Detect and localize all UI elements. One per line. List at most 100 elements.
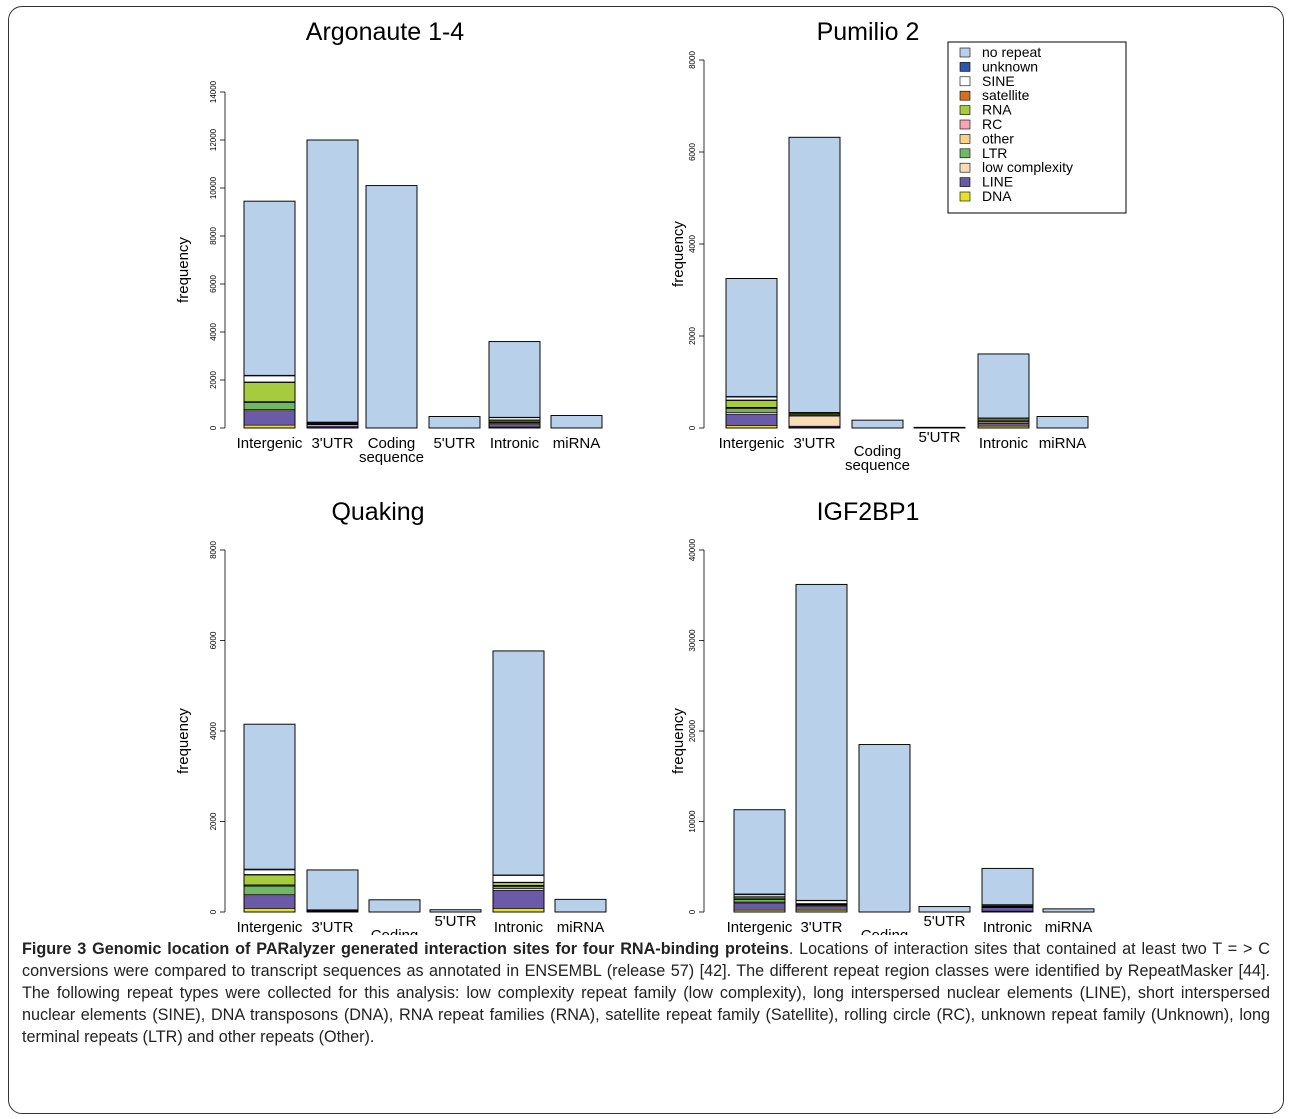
bar-stack — [428, 416, 481, 429]
chart-panel-2: Pumilio 2 0 2000 4000 6000 8000 frequency Inter… — [670, 18, 1089, 474]
legend-label: unknown — [982, 58, 1038, 74]
figure-frame — [8, 6, 1284, 1114]
legend-swatch — [959, 191, 971, 202]
y-tick-label: 4000 — [688, 235, 697, 253]
bar-segment — [725, 396, 778, 401]
y-tick-label: 4000 — [209, 323, 218, 341]
bar-segment — [725, 408, 778, 413]
bar-segment — [492, 908, 545, 913]
bar-outline — [851, 419, 904, 429]
bar-segment — [858, 744, 911, 913]
chart-title: Quaking — [331, 498, 424, 526]
x-category-label-line: 3'UTR — [311, 435, 353, 452]
legend-swatch — [959, 134, 971, 144]
bar-segment — [725, 400, 778, 408]
y-tick-label: 8000 — [688, 51, 697, 69]
bar-outline — [306, 139, 359, 429]
bar-stack — [977, 353, 1030, 429]
x-category-label-line: Intronic — [983, 919, 1033, 935]
chart-panel-1: Argonaute 1-4 0 2000 4000 6000 8000 10000 12000… — [175, 18, 603, 466]
x-category-label: 3'UTR — [311, 435, 353, 452]
bar-segment — [306, 139, 359, 423]
bar-outline — [428, 416, 481, 429]
y-tick-label: 0 — [688, 909, 697, 914]
x-category-label-line: Coding — [371, 927, 419, 935]
y-tick-label: 2000 — [688, 327, 697, 345]
bar-segment — [788, 415, 841, 427]
x-category-label-line: miRNA — [1039, 435, 1087, 452]
bar-outline — [306, 869, 359, 913]
legend: no repeatunknownSINEsatelliteRNARCotherL… — [947, 41, 1127, 214]
bar-outline — [795, 583, 848, 913]
bar-segment — [488, 424, 541, 428]
caption-body: . Locations of interaction sites that co… — [22, 940, 1270, 1046]
bar-segment — [243, 382, 296, 402]
chart-panel-3: Quaking 0 2000 4000 6000 8000 frequency Interge… — [175, 498, 607, 935]
x-category-label: miRNA — [1039, 435, 1087, 452]
bar-outline — [977, 353, 1030, 429]
bar-segment — [492, 889, 545, 909]
bar-stack — [550, 415, 603, 429]
y-tick-label: 6000 — [688, 143, 697, 161]
x-category-label-line: 5'UTR — [433, 435, 475, 452]
figure-caption: Figure 3 Genomic location of PARalyzer g… — [22, 938, 1270, 1048]
y-tick-label: 8000 — [209, 541, 218, 559]
x-category-label: 3'UTR — [311, 919, 353, 935]
x-category-label-line: 5'UTR — [923, 913, 965, 930]
legend-swatch — [959, 177, 971, 187]
legend-label: SINE — [982, 73, 1015, 89]
y-tick-label: 10000 — [688, 810, 697, 833]
bar-outline — [733, 809, 786, 913]
bar-outline — [365, 185, 418, 429]
bar-stack — [981, 867, 1034, 913]
bar-segment — [368, 899, 421, 913]
bar-segment — [243, 908, 296, 913]
y-tick-label: 2000 — [209, 371, 218, 389]
bar-outline — [918, 906, 971, 913]
bar-segment — [1042, 908, 1095, 913]
x-category-label: 3'UTR — [793, 435, 835, 452]
bar-segment — [243, 375, 296, 383]
x-category-label: Intergenic — [237, 919, 303, 935]
x-category-label: Intronic — [983, 919, 1033, 935]
x-category-label: miRNA — [557, 919, 605, 935]
x-category-label-line: Intronic — [494, 919, 544, 935]
x-category-label-line: Intergenic — [719, 435, 785, 452]
x-category-label: Intronic — [494, 919, 544, 935]
bar-stack — [554, 898, 607, 913]
caption-heading: Figure 3 Genomic location of PARalyzer g… — [22, 940, 789, 958]
legend-swatch — [959, 76, 971, 87]
y-tick-label: 0 — [209, 425, 218, 430]
bar-outline — [243, 200, 296, 429]
x-category-label-line: 3'UTR — [793, 435, 835, 452]
bar-stack — [858, 744, 911, 913]
legend-swatch — [959, 90, 971, 101]
figure-canvas: Argonaute 1-4 0 2000 4000 6000 8000 10000 12000… — [175, 18, 1127, 935]
x-category-label-line: Intergenic — [237, 435, 303, 452]
y-tick-label: 6000 — [209, 631, 218, 649]
bar-segment — [795, 906, 848, 911]
bar-segment — [795, 584, 848, 901]
x-category-label-line: Intronic — [490, 435, 540, 452]
y-axis-label: frequency — [670, 708, 687, 774]
x-category-label-line: Intergenic — [237, 919, 303, 935]
bar-segment — [243, 895, 296, 909]
legend-swatch — [959, 119, 971, 130]
bar-outline — [1036, 416, 1089, 429]
legend-label: no repeat — [982, 44, 1041, 60]
y-tick-label: 20000 — [688, 719, 697, 742]
bar-stack — [365, 185, 418, 429]
bar-segment — [977, 423, 1030, 427]
legend-box — [947, 41, 1127, 214]
bar-segment — [725, 413, 778, 427]
x-category-label-line: Coding — [854, 443, 902, 460]
x-category-label-line: 5'UTR — [918, 429, 960, 446]
bar-stack — [795, 583, 848, 913]
legend-swatch — [959, 62, 971, 72]
y-tick-label: 4000 — [209, 722, 218, 740]
x-category-label-line: Coding — [368, 435, 416, 452]
bar-stack — [733, 809, 786, 913]
bar-segment — [851, 419, 904, 429]
